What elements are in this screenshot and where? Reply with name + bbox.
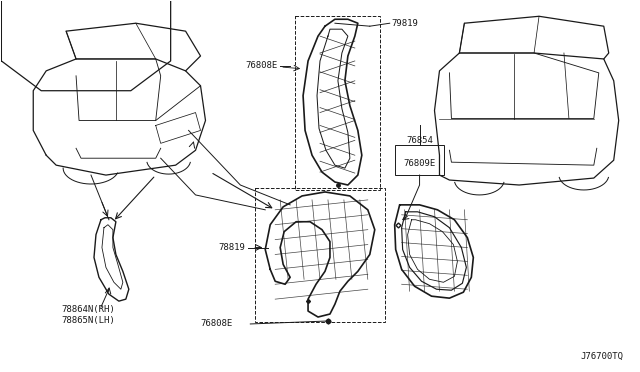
Text: 78819: 78819 xyxy=(218,243,245,252)
Text: 78865N(LH): 78865N(LH) xyxy=(61,317,115,326)
Bar xyxy=(395,145,444,175)
Text: 76809E: 76809E xyxy=(403,159,436,168)
Text: J76700TQ: J76700TQ xyxy=(580,352,623,361)
Text: 79819: 79819 xyxy=(392,19,419,28)
Text: 78864N(RH): 78864N(RH) xyxy=(61,305,115,314)
Bar xyxy=(255,188,385,322)
Text: 76854: 76854 xyxy=(406,136,433,145)
Bar xyxy=(295,16,380,190)
Text: 76808E: 76808E xyxy=(200,320,233,328)
Text: 76808E: 76808E xyxy=(245,61,278,70)
